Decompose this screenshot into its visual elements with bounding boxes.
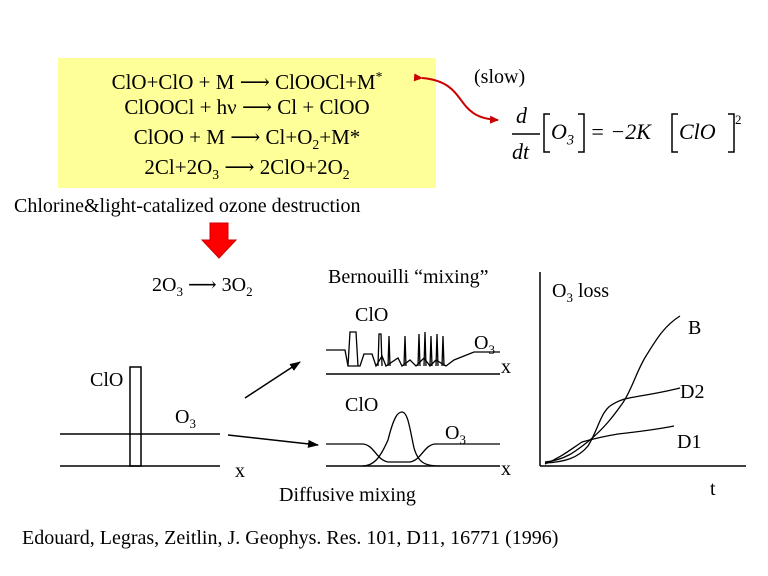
curved-link-arrow: [413, 73, 499, 124]
r3-tail: +M*: [319, 125, 361, 149]
bernoulli-clo-label: ClO: [355, 304, 389, 326]
rate-o3-sub: 3: [566, 132, 575, 149]
left-clo-label: ClO: [90, 369, 124, 391]
diffusive-o3-sub: 3: [459, 432, 466, 447]
slow-label: (slow): [474, 66, 526, 88]
reaction-2: ClOOCl + hν ⟶ Cl + ClOO: [58, 95, 436, 119]
rate-clo: ClO: [679, 119, 716, 144]
bernoulli-o3-sub: 3: [488, 342, 495, 357]
rate-o3: O3: [551, 119, 574, 149]
rate-dt: dt: [512, 139, 530, 164]
loss-xlabel: t: [710, 478, 716, 500]
r1-right: ClOOCl+M: [275, 70, 376, 94]
reaction-4: 2Cl+2O3 ⟶ 2ClO+2O2: [58, 155, 436, 187]
loss-curve-d2: [544, 387, 681, 464]
r1-left: ClO+ClO + M: [111, 70, 235, 94]
left-x-label: x: [235, 460, 245, 482]
citation: Edouard, Legras, Zeitlin, J. Geophys. Re…: [22, 527, 559, 549]
r2-arrow: ⟶: [241, 95, 273, 119]
diffusive-o3-text: O: [445, 422, 460, 444]
loss-curve-b: [544, 315, 681, 463]
r3-sub: 2: [312, 137, 320, 153]
reaction-box: ClO+ClO + M ⟶ ClOOCl+M* ClOOCl + hν ⟶ Cl…: [58, 58, 436, 188]
loss-ylabel-text: O: [552, 280, 567, 302]
net-left-sub: 3: [176, 284, 183, 299]
loss-ylabel-sub: 3: [566, 290, 573, 305]
rate-power: 2: [735, 112, 742, 127]
rate-o3-text: O: [551, 119, 567, 144]
net-right-sub: 2: [246, 284, 253, 299]
rate-equals: = −2K: [590, 119, 651, 144]
left-o3-sub: 3: [189, 416, 196, 431]
series-label-d2: D2: [680, 381, 705, 403]
reaction-1: ClO+ClO + M ⟶ ClOOCl+M*: [58, 65, 436, 94]
bracket-o3-left: [543, 113, 550, 153]
series-label-d1: D1: [677, 431, 702, 453]
arrow-to-diffusive: [227, 434, 319, 448]
bernoulli-o3-text: O: [474, 332, 489, 354]
loss-curve-d1: [544, 425, 675, 465]
left-o3-text: O: [175, 406, 190, 428]
diffusive-o3-curve: [326, 443, 500, 463]
down-arrow-icon: [200, 222, 238, 259]
r3-arrow: ⟶: [230, 125, 261, 149]
bernoulli-clo-spikes: [347, 331, 445, 367]
r2-left: ClOOCl + hν: [124, 95, 237, 119]
net-left: 2O: [152, 274, 177, 296]
series-label-b: B: [688, 317, 702, 339]
bernoulli-title: Bernouilli “mixing”: [328, 266, 489, 288]
r4-left: 2Cl+2O: [144, 155, 213, 179]
r3-left: ClOO + M: [133, 125, 225, 149]
reaction-3: ClOO + M ⟶ Cl+O2+M*: [58, 125, 436, 157]
loss-ylabel-tail: loss: [572, 280, 610, 302]
r1-sup: *: [375, 69, 383, 84]
bernoulli-o3-curve: [326, 349, 500, 368]
rate-d: d: [516, 103, 527, 128]
net-arrow: ⟶: [187, 274, 217, 296]
loss-ylabel: O3 loss: [552, 280, 609, 306]
r4-right: 2ClO+2O: [259, 155, 343, 179]
bernoulli-x-label: x: [501, 356, 511, 378]
net-reaction: 2O3 ⟶ 3O2: [152, 272, 253, 300]
diffusive-x-label: x: [501, 458, 511, 480]
r4-sub2: 2: [342, 167, 350, 183]
diffusive-o3-label: O3: [445, 422, 466, 448]
left-o3-label: O3: [175, 406, 196, 432]
r4-arrow: ⟶: [224, 155, 255, 179]
diffusive-clo-label: ClO: [345, 394, 379, 416]
bracket-clo-right: [728, 113, 735, 153]
r1-arrow: ⟶: [239, 70, 270, 94]
left-clo-bar: [129, 366, 142, 467]
diffusive-title: Diffusive mixing: [279, 484, 416, 506]
bracket-o3-right: [578, 113, 585, 153]
net-right: 3O: [221, 274, 247, 296]
r4-sub: 3: [212, 167, 220, 183]
bernoulli-o3-label: O3: [474, 332, 495, 358]
arrow-to-bernoulli: [244, 361, 301, 399]
caption: Chlorine&light-catalized ozone destructi…: [14, 195, 361, 217]
bracket-clo-left: [671, 113, 678, 153]
r2-right: Cl + ClOO: [277, 95, 370, 119]
diffusive-clo-curve: [361, 411, 441, 467]
r3-right: Cl+O: [265, 125, 313, 149]
